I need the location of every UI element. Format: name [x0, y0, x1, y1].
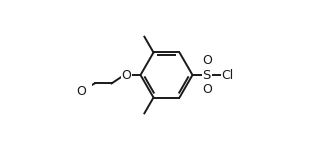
Text: O: O [121, 69, 131, 81]
Text: O: O [76, 85, 86, 98]
Text: O: O [202, 54, 212, 67]
Text: S: S [202, 69, 211, 81]
Text: O: O [202, 83, 212, 96]
Text: Cl: Cl [221, 69, 233, 81]
